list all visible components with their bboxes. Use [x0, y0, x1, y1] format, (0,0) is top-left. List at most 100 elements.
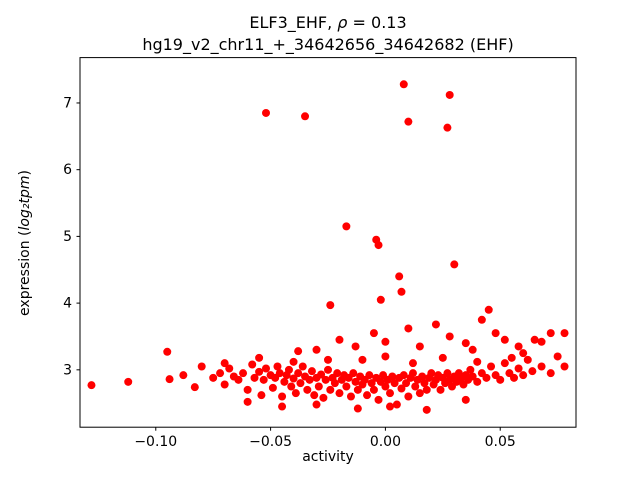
data-point [496, 375, 505, 384]
data-point [510, 373, 518, 382]
data-point [163, 347, 172, 356]
data-point [514, 364, 523, 373]
data-point [326, 301, 335, 310]
data-point [390, 379, 399, 388]
data-point [415, 342, 424, 351]
data-point [179, 371, 188, 380]
data-point [243, 385, 252, 394]
data-point [262, 108, 270, 117]
data-point [367, 379, 376, 388]
data-point [468, 372, 477, 381]
data-point [319, 393, 328, 402]
y-tick-label: 6 [63, 162, 72, 178]
data-point [443, 369, 452, 378]
data-point [484, 305, 493, 314]
data-point [209, 373, 218, 382]
data-point [284, 365, 293, 374]
data-point [397, 384, 406, 393]
data-point [333, 369, 342, 378]
data-point [418, 372, 427, 381]
y-tick-label: 4 [63, 296, 72, 312]
data-point [291, 389, 300, 398]
data-point [411, 382, 420, 391]
x-tick-label: −0.05 [249, 434, 292, 450]
data-point [124, 377, 133, 386]
data-point [255, 353, 264, 362]
x-tick-label: −0.10 [134, 434, 177, 450]
data-point [294, 347, 303, 356]
data-point [346, 392, 355, 401]
data-point [190, 383, 199, 392]
y-axis-label-math: log₂tpm [17, 175, 33, 231]
data-point [312, 400, 321, 409]
data-point [335, 389, 344, 398]
data-point [374, 395, 383, 404]
data-point [546, 329, 555, 338]
y-tick-label: 7 [63, 95, 72, 111]
data-point [278, 392, 287, 401]
data-point [386, 389, 394, 398]
data-point [431, 320, 440, 329]
data-point [262, 364, 270, 373]
data-point [259, 375, 268, 384]
y-tick-label: 5 [63, 229, 72, 245]
data-point [415, 389, 424, 398]
data-point [482, 373, 491, 382]
data-point [374, 241, 383, 250]
data-point [248, 360, 257, 369]
data-point [386, 402, 394, 411]
data-point [468, 345, 477, 354]
data-point [408, 359, 417, 368]
data-point [305, 375, 314, 384]
data-point [422, 385, 431, 394]
data-point [537, 362, 546, 371]
data-point [363, 391, 372, 400]
data-point [324, 365, 332, 374]
chart-title: ELF3_EHF, ρ = 0.13 [80, 12, 576, 34]
data-point [466, 365, 475, 374]
chart-title-text: ELF3_EHF, [249, 13, 338, 32]
data-point [514, 342, 523, 351]
y-axis-label: expression (log₂tpm) [17, 58, 35, 428]
data-point [275, 369, 284, 378]
data-point [303, 385, 312, 394]
data-point [268, 383, 277, 392]
data-point [324, 355, 332, 364]
data-point [257, 391, 266, 400]
data-point [473, 377, 482, 386]
data-point [358, 355, 367, 364]
data-point [239, 369, 248, 378]
data-point [220, 380, 229, 389]
data-point [351, 342, 360, 351]
data-point [365, 371, 374, 380]
data-point [289, 374, 298, 383]
data-point [445, 90, 454, 99]
data-point [376, 295, 385, 304]
data-point [287, 382, 296, 391]
data-point [404, 324, 413, 333]
data-point [216, 369, 225, 378]
data-point [255, 367, 264, 376]
chart-title-value: = 0.13 [347, 13, 407, 32]
data-point [438, 353, 447, 362]
data-point [317, 370, 326, 379]
data-point [307, 367, 316, 376]
data-point [404, 117, 413, 126]
data-point [321, 375, 330, 384]
data-point [312, 345, 321, 354]
data-point [301, 112, 310, 121]
rho-symbol: ρ [337, 13, 348, 32]
data-point [294, 369, 303, 378]
data-point [560, 329, 569, 338]
data-point [507, 353, 516, 362]
data-point [500, 359, 509, 368]
data-point [395, 272, 404, 281]
data-point [273, 362, 282, 371]
data-point [422, 405, 431, 414]
data-point [519, 349, 528, 358]
data-point [225, 364, 234, 373]
data-point [443, 123, 452, 132]
data-point [296, 379, 305, 388]
data-point [369, 329, 378, 338]
